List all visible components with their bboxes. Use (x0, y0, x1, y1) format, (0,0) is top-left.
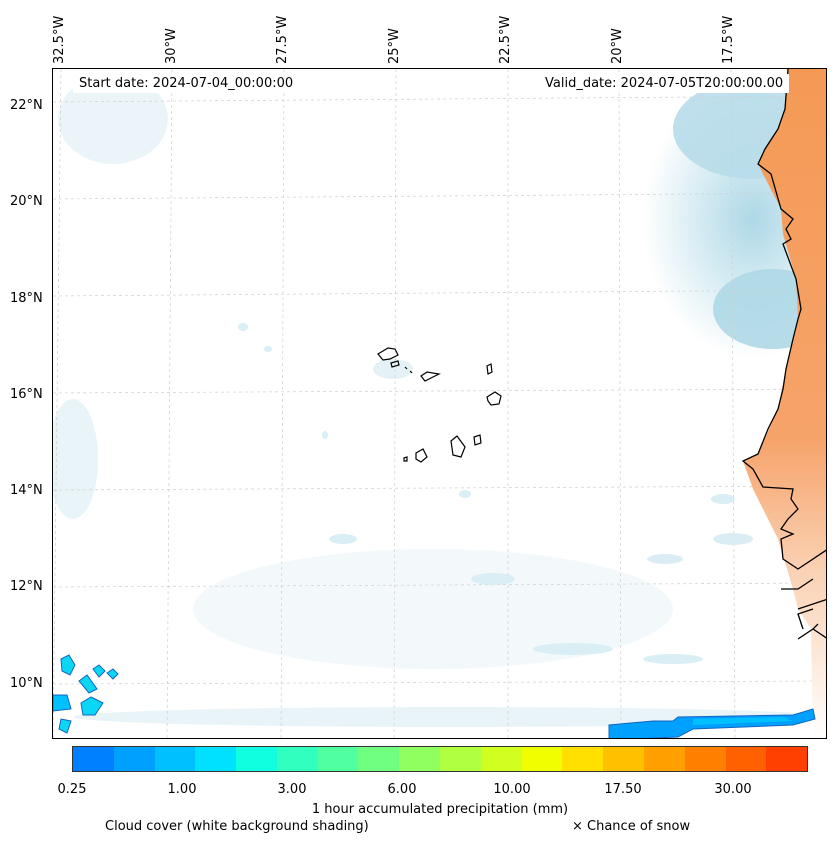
snow-note: × Chance of snow (572, 819, 691, 834)
lat-label-10n: 10°N (10, 676, 43, 691)
colorbar-tick: 3.00 (277, 782, 307, 797)
lon-label-30w: 30°W (164, 28, 179, 64)
colorbar-swatch-13 (603, 747, 644, 771)
lat-label-16n: 16°N (10, 387, 43, 402)
cloud-cover-note: Cloud cover (white background shading) (105, 819, 369, 834)
colorbar-swatch-1 (113, 747, 155, 771)
colorbar-tick: 17.50 (604, 782, 642, 797)
colorbar-swatch-16 (725, 747, 767, 771)
lon-label-20w: 20°W (610, 28, 625, 64)
colorbar-tick: 1.00 (167, 782, 197, 797)
precip-patches (53, 654, 816, 738)
map-svg (53, 69, 826, 738)
colorbar-swatch-10 (480, 747, 522, 771)
colorbar-swatch-6 (317, 747, 359, 771)
colorbar (72, 746, 808, 772)
lon-label-25w: 25°W (387, 28, 402, 64)
colorbar-swatch-9 (440, 747, 481, 771)
lon-label-22-5w: 22.5°W (498, 15, 513, 64)
lon-label-17-5w: 17.5°W (721, 15, 736, 64)
cloud-shading (53, 74, 826, 727)
land-africa (743, 69, 826, 738)
colorbar-swatch-11 (521, 747, 563, 771)
start-date-label: Start date: 2024-07-04_00:00:00 (73, 74, 300, 93)
lon-label-32-5w: 32.5°W (52, 15, 67, 64)
colorbar-swatch-0 (73, 747, 114, 771)
map-canvas[interactable] (52, 68, 827, 739)
lat-label-12n: 12°N (10, 579, 43, 594)
colorbar-swatch-2 (154, 747, 196, 771)
colorbar-swatch-7 (358, 747, 400, 771)
coastline (741, 69, 826, 640)
colorbar-swatch-17 (766, 747, 808, 771)
lat-label-14n: 14°N (10, 483, 43, 498)
colorbar-title: 1 hour accumulated precipitation (mm) (311, 802, 569, 817)
lat-label-18n: 18°N (10, 291, 43, 306)
colorbar-swatch-8 (399, 747, 441, 771)
colorbar-swatch-12 (562, 747, 604, 771)
lat-label-20n: 20°N (10, 194, 43, 209)
colorbar-swatch-5 (276, 747, 318, 771)
colorbar-swatch-14 (643, 747, 685, 771)
colorbar-swatch-15 (684, 747, 726, 771)
valid-date-label: Valid_date: 2024-07-05T20:00:00.00 (539, 74, 790, 93)
colorbar-swatch-3 (195, 747, 237, 771)
colorbar-swatch-4 (236, 747, 277, 771)
colorbar-tick: 10.00 (493, 782, 531, 797)
cloud-specks (238, 323, 753, 664)
lon-label-27-5w: 27.5°W (275, 15, 290, 64)
colorbar-tick: 30.00 (714, 782, 752, 797)
lat-label-22n: 22°N (10, 98, 43, 113)
gridlines (53, 69, 826, 738)
colorbar-tick: 6.00 (387, 782, 417, 797)
cape-verde-islands (377, 347, 502, 463)
colorbar-tick: 0.25 (57, 782, 87, 797)
